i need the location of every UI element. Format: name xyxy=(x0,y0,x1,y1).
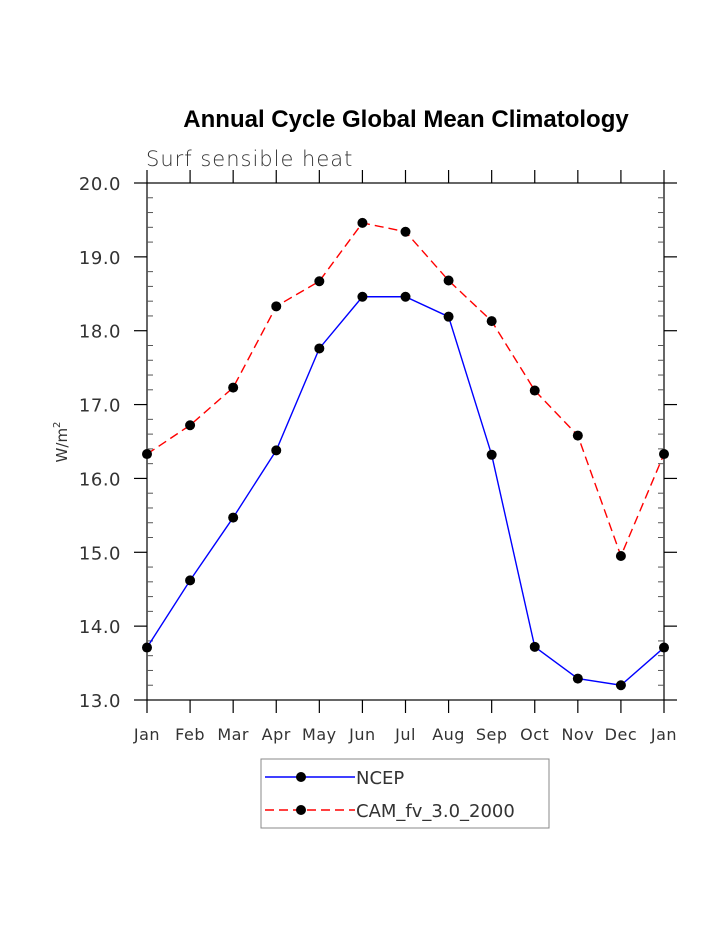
y-tick-label: 14.0 xyxy=(79,617,121,638)
x-tick-label: Sep xyxy=(476,725,508,744)
data-point-cam-fv-3-0-2000 xyxy=(529,385,540,396)
data-point-ncep xyxy=(572,673,583,684)
y-tick-label: 18.0 xyxy=(79,322,121,343)
y-tick-label: 16.0 xyxy=(79,469,121,490)
legend-box xyxy=(260,758,550,829)
y-tick-label: 15.0 xyxy=(79,543,121,564)
x-tick-label: Mar xyxy=(217,725,249,744)
svg-text:W/m2: W/m2 xyxy=(52,422,71,463)
data-point-cam-fv-3-0-2000 xyxy=(486,316,497,327)
y-axis-label-superscript: 2 xyxy=(52,422,63,428)
data-point-ncep xyxy=(659,642,669,653)
legend: NCEP CAM_fv_3.0_2000 xyxy=(260,758,550,829)
series-markers xyxy=(142,217,669,691)
data-point-cam-fv-3-0-2000 xyxy=(142,449,152,460)
data-point-cam-fv-3-0-2000 xyxy=(443,275,454,286)
y-tick-label: 19.0 xyxy=(79,248,121,269)
data-point-ncep xyxy=(357,291,368,302)
data-point-ncep xyxy=(529,641,540,652)
y-tick-label: 17.0 xyxy=(79,396,121,417)
data-point-cam-fv-3-0-2000 xyxy=(357,217,368,228)
data-point-cam-fv-3-0-2000 xyxy=(271,301,282,312)
x-tick-label: Dec xyxy=(605,725,637,744)
x-tick-label: Nov xyxy=(561,725,594,744)
minor-ticks xyxy=(147,197,664,686)
data-point-ncep xyxy=(228,512,239,523)
y-axis-label: W/m2 xyxy=(52,422,71,463)
x-tick-label: Apr xyxy=(262,725,291,744)
x-tick-label: Jan xyxy=(133,725,160,744)
series-line-ncep xyxy=(146,296,665,686)
data-point-cam-fv-3-0-2000 xyxy=(572,430,583,441)
y-tick-label: 20.0 xyxy=(79,174,121,195)
data-point-cam-fv-3-0-2000 xyxy=(659,449,669,460)
data-point-cam-fv-3-0-2000 xyxy=(400,226,411,237)
legend-marker xyxy=(296,805,306,815)
data-point-cam-fv-3-0-2000 xyxy=(185,420,196,431)
data-point-cam-fv-3-0-2000 xyxy=(228,382,239,393)
x-tick-label: Aug xyxy=(432,725,465,744)
x-tick-label: Oct xyxy=(520,725,549,744)
x-tick-label: Jul xyxy=(394,725,416,744)
series-line-cam-fv-3-0-2000 xyxy=(146,222,665,558)
chart-subtitle: Surf sensible heat xyxy=(146,147,353,171)
major-ticks xyxy=(134,170,677,713)
x-tick-label: Jun xyxy=(348,725,376,744)
x-tick-label: Feb xyxy=(175,725,205,744)
legend-label: NCEP xyxy=(356,768,404,789)
data-point-ncep xyxy=(615,680,626,691)
data-point-ncep xyxy=(314,343,325,354)
legend-label: CAM_fv_3.0_2000 xyxy=(356,801,515,822)
y-tick-labels: 13.0 14.0 15.0 16.0 17.0 18.0 19.0 20.0 xyxy=(79,174,121,712)
data-point-ncep xyxy=(142,642,152,653)
x-tick-labels: Jan Feb Mar Apr May Jun Jul Aug Sep Oct Nov Dec Jan xyxy=(133,725,677,744)
data-point-ncep xyxy=(185,575,196,586)
data-point-ncep xyxy=(443,311,454,322)
data-point-cam-fv-3-0-2000 xyxy=(615,550,626,561)
data-point-ncep xyxy=(271,445,282,456)
data-point-ncep xyxy=(486,449,497,460)
chart-title: Annual Cycle Global Mean Climatology xyxy=(183,106,629,133)
legend-marker xyxy=(296,772,306,782)
data-point-ncep xyxy=(400,291,411,302)
data-point-cam-fv-3-0-2000 xyxy=(314,276,325,287)
plot-frame xyxy=(146,182,665,701)
y-axis-label-text: W/m xyxy=(53,428,71,463)
x-tick-label: May xyxy=(302,725,337,744)
y-tick-label: 13.0 xyxy=(79,691,121,712)
x-tick-label: Jan xyxy=(650,725,677,744)
